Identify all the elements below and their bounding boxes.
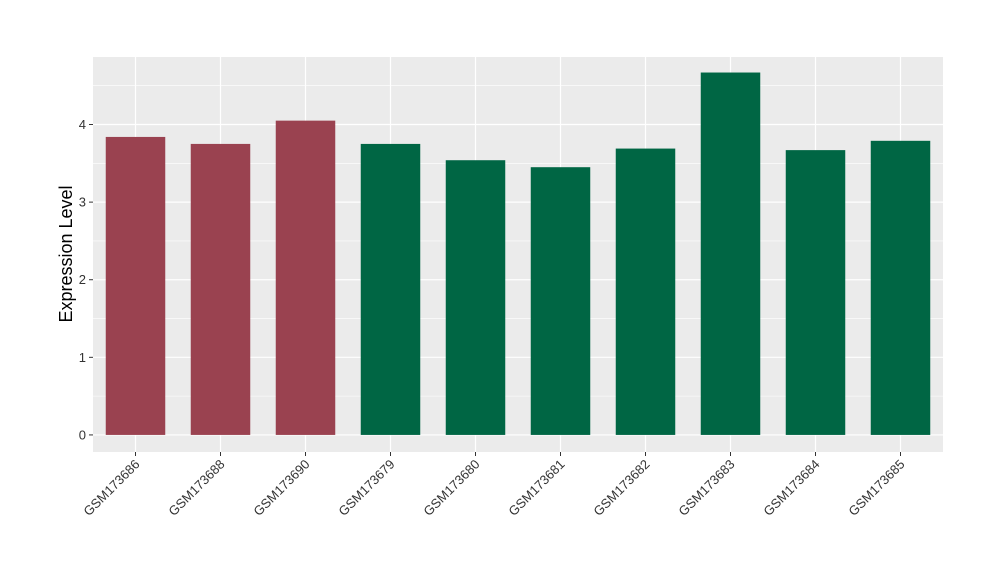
- y-axis: 0 1 2 3 4: [79, 117, 93, 442]
- x-tick-label: GSM173690: [250, 457, 312, 519]
- bar-GSM173681: [530, 167, 591, 435]
- bar-GSM173684: [785, 150, 846, 435]
- bar-GSM173685: [870, 140, 931, 435]
- bar-GSM173690: [275, 120, 336, 435]
- bar-GSM173679: [360, 143, 421, 435]
- bar-GSM173680: [445, 160, 506, 435]
- y-tick-label: 0: [79, 427, 86, 442]
- bar-GSM173682: [615, 148, 676, 435]
- x-tick-label: GSM173682: [590, 457, 652, 519]
- x-tick-label: GSM173683: [675, 457, 737, 519]
- y-tick-label: 1: [79, 350, 86, 365]
- x-tick-label: GSM173684: [760, 457, 822, 519]
- x-tick-label: GSM173681: [505, 457, 567, 519]
- y-tick-label: 3: [79, 195, 86, 210]
- y-tick-label: 2: [79, 272, 86, 287]
- x-tick-label: GSM173679: [335, 457, 397, 519]
- bar-GSM173688: [190, 143, 251, 435]
- bar-GSM173686: [105, 136, 166, 435]
- x-tick-label: GSM173686: [80, 457, 142, 519]
- y-tick-label: 4: [79, 117, 86, 132]
- y-axis-title: Expression Level: [56, 185, 76, 322]
- x-tick-label: GSM173685: [845, 457, 907, 519]
- bars: [105, 72, 931, 435]
- x-tick-label: GSM173688: [165, 457, 227, 519]
- x-tick-label: GSM173680: [420, 457, 482, 519]
- bar-GSM173683: [700, 72, 761, 435]
- x-axis: GSM173686 GSM173688 GSM173690 GSM173679 GSM1…: [80, 452, 908, 519]
